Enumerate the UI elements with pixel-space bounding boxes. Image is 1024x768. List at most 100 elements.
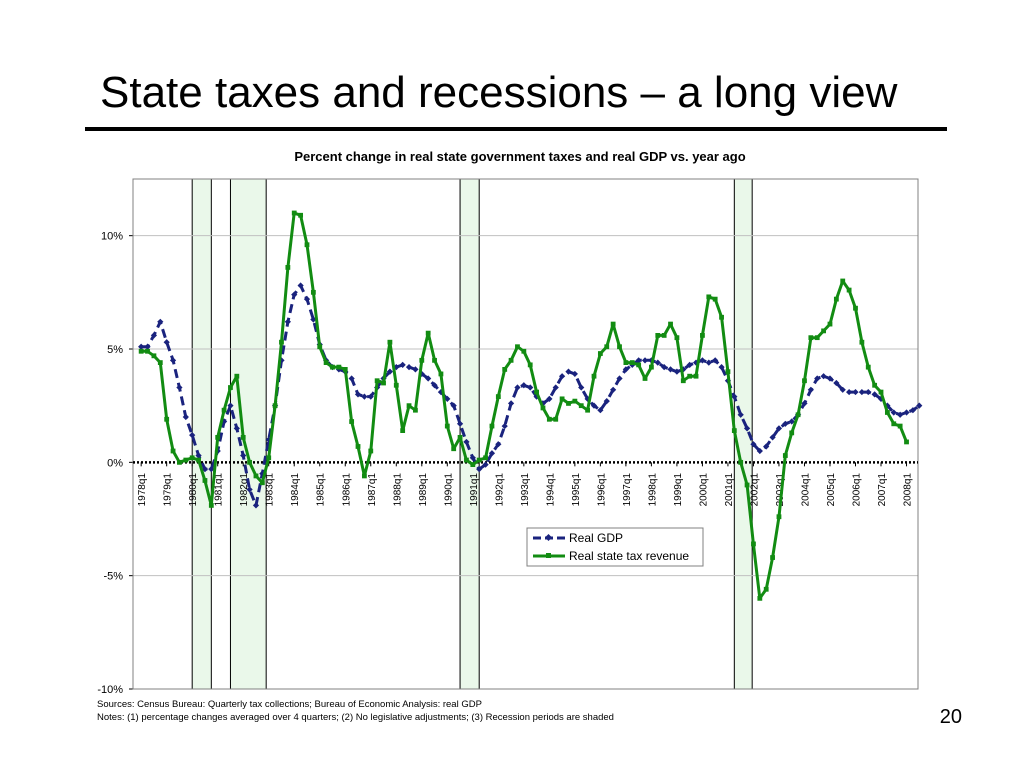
- x-tick-label: 1982q1: [239, 473, 250, 507]
- data-point-real-state-tax-revenue: [566, 401, 571, 406]
- data-point-real-state-tax-revenue: [527, 362, 533, 368]
- data-point-real-state-tax-revenue: [508, 357, 514, 363]
- data-point-real-state-tax-revenue: [336, 364, 342, 370]
- x-tick-label: 1996q1: [596, 473, 607, 507]
- data-point-real-state-tax-revenue: [655, 333, 661, 338]
- data-point-real-state-tax-revenue: [795, 412, 801, 418]
- data-point-real-gdp: [769, 434, 776, 441]
- data-point-real-state-tax-revenue: [272, 403, 278, 409]
- data-point-real-state-tax-revenue: [387, 339, 393, 345]
- data-point-real-state-tax-revenue: [240, 435, 246, 440]
- data-point-real-state-tax-revenue: [285, 265, 291, 270]
- legend-label-real-gdp: Real GDP: [569, 531, 623, 545]
- data-point-real-state-tax-revenue: [400, 428, 406, 433]
- data-point-real-state-tax-revenue: [183, 457, 189, 463]
- data-point-real-state-tax-revenue: [897, 423, 903, 429]
- x-tick-label: 2006q1: [851, 473, 862, 507]
- data-point-real-state-tax-revenue: [623, 360, 629, 365]
- data-point-real-state-tax-revenue: [425, 330, 431, 336]
- y-tick-label: -5%: [103, 571, 123, 583]
- legend-marker-state-tax: [546, 553, 551, 558]
- data-point-real-state-tax-revenue: [534, 389, 539, 395]
- data-point-real-gdp: [450, 402, 457, 409]
- data-point-real-state-tax-revenue: [259, 480, 265, 486]
- data-point-real-state-tax-revenue: [731, 428, 737, 433]
- data-point-real-state-tax-revenue: [502, 367, 508, 372]
- data-point-real-gdp: [291, 291, 298, 298]
- data-point-real-state-tax-revenue: [342, 367, 348, 372]
- y-tick-label: 10%: [101, 231, 123, 243]
- x-tick-label: 1983q1: [265, 473, 276, 507]
- data-point-real-state-tax-revenue: [310, 289, 316, 295]
- x-tick-label: 1978q1: [137, 473, 148, 507]
- data-point-real-gdp: [501, 422, 508, 430]
- data-point-real-gdp: [425, 375, 432, 382]
- data-point-real-state-tax-revenue: [706, 294, 712, 300]
- recession-band-2: [229, 178, 267, 690]
- data-point-real-state-tax-revenue: [470, 462, 476, 467]
- plot-frame: [132, 178, 919, 690]
- data-point-real-gdp: [412, 366, 419, 373]
- data-point-real-state-tax-revenue: [904, 439, 909, 445]
- data-point-real-state-tax-revenue: [770, 555, 775, 560]
- chart-title: Percent change in real state government …: [294, 149, 746, 164]
- data-point-real-state-tax-revenue: [782, 453, 788, 458]
- data-point-real-state-tax-revenue: [725, 369, 731, 375]
- data-point-real-state-tax-revenue: [744, 482, 750, 488]
- data-point-real-state-tax-revenue: [330, 364, 335, 370]
- data-point-real-gdp: [622, 366, 630, 373]
- data-point-real-state-tax-revenue: [228, 385, 233, 390]
- data-point-real-state-tax-revenue: [247, 459, 252, 465]
- data-point-real-state-tax-revenue: [808, 335, 814, 341]
- data-point-real-state-tax-revenue: [738, 459, 744, 465]
- data-point-real-state-tax-revenue: [151, 353, 157, 359]
- data-point-real-state-tax-revenue: [751, 541, 756, 547]
- data-point-real-state-tax-revenue: [617, 344, 622, 350]
- x-tick-label: 1992q1: [494, 473, 505, 507]
- data-point-real-state-tax-revenue: [221, 407, 227, 413]
- data-point-real-state-tax-revenue: [846, 287, 852, 293]
- data-point-real-gdp: [673, 368, 681, 375]
- data-point-real-gdp: [386, 368, 394, 375]
- data-point-real-gdp: [476, 466, 483, 473]
- data-point-real-state-tax-revenue: [687, 373, 693, 379]
- data-point-real-state-tax-revenue: [215, 435, 221, 440]
- data-point-real-state-tax-revenue: [323, 360, 329, 365]
- x-tick-label: 2005q1: [826, 473, 837, 507]
- data-point-real-gdp: [488, 450, 496, 457]
- x-tick-label: 1999q1: [673, 473, 684, 507]
- data-point-real-state-tax-revenue: [444, 423, 450, 429]
- data-point-real-state-tax-revenue: [872, 382, 878, 388]
- data-point-real-state-tax-revenue: [164, 416, 170, 422]
- data-point-real-state-tax-revenue: [680, 378, 686, 384]
- data-point-real-state-tax-revenue: [591, 373, 597, 379]
- plot-area: 10% 5% 0% -5% -10% 1978q1 1979q1 1980q1 1981q1 19…: [97, 178, 923, 696]
- data-point-real-gdp: [463, 438, 470, 446]
- data-point-real-state-tax-revenue: [196, 457, 201, 463]
- data-point-real-gdp: [552, 384, 559, 391]
- x-tick-label: 1989q1: [418, 473, 429, 507]
- data-point-real-state-tax-revenue: [546, 416, 552, 422]
- data-point-real-state-tax-revenue: [604, 344, 610, 350]
- data-point-real-gdp: [367, 393, 374, 400]
- x-tick-label: 2008q1: [903, 473, 914, 507]
- data-point-real-state-tax-revenue: [234, 373, 240, 379]
- x-tick-label: 1980q1: [188, 473, 199, 507]
- data-point-real-state-tax-revenue: [208, 503, 214, 508]
- data-point-real-state-tax-revenue: [840, 278, 846, 284]
- data-point-real-state-tax-revenue: [610, 321, 616, 327]
- data-point-real-gdp: [788, 418, 795, 425]
- data-point-real-gdp: [138, 343, 145, 350]
- data-point-real-gdp: [195, 452, 202, 459]
- x-tick-label: 1984q1: [290, 473, 301, 507]
- data-point-real-gdp: [667, 366, 674, 373]
- data-point-real-state-tax-revenue: [457, 435, 463, 440]
- x-tick-label: 1985q1: [316, 473, 327, 507]
- data-point-real-state-tax-revenue: [291, 210, 297, 216]
- data-point-real-state-tax-revenue: [464, 457, 469, 463]
- chart-footnotes: Sources: Census Bureau: Quarterly tax co…: [97, 698, 614, 724]
- x-tick-label: 1988q1: [392, 473, 403, 507]
- x-tick-label: 2002q1: [749, 473, 760, 507]
- data-point-real-state-tax-revenue: [629, 360, 635, 365]
- data-point-real-state-tax-revenue: [489, 423, 495, 429]
